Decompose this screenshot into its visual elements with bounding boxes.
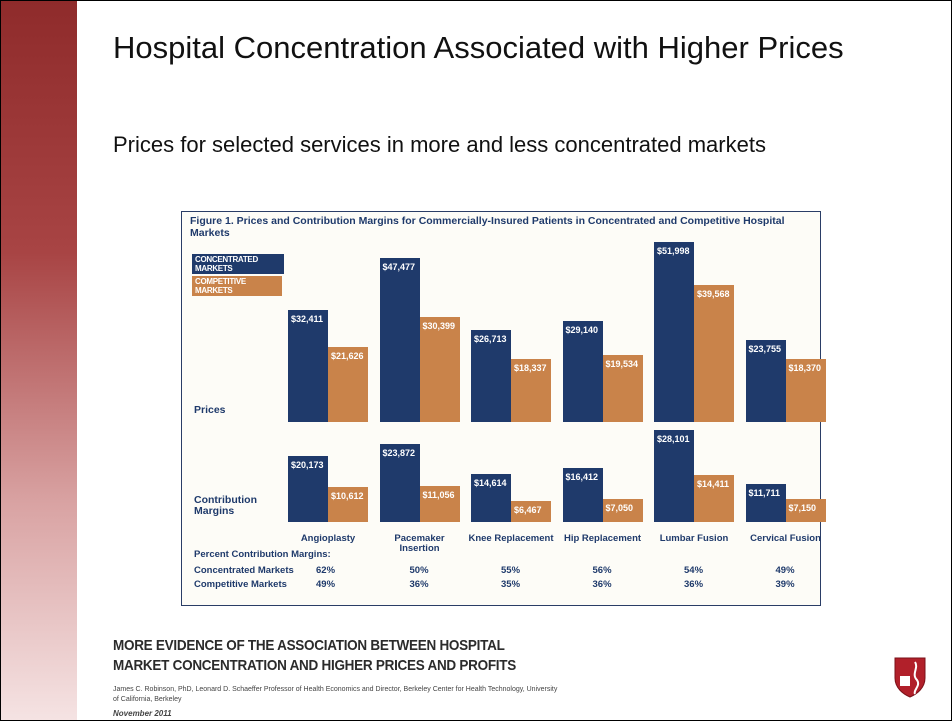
bar [471, 329, 511, 422]
table-cell: 56% [592, 565, 612, 576]
data-label: $14,411 [697, 478, 730, 489]
bar [288, 310, 328, 422]
x-tick-label: Cervical Fusion [750, 533, 821, 544]
table-cell: 39% [775, 579, 795, 590]
data-label: $39,568 [697, 289, 730, 300]
accent-bar [1, 1, 77, 720]
bar [562, 321, 603, 422]
data-label: $7,150 [788, 502, 817, 513]
data-label: $51,998 [657, 246, 690, 257]
data-label: $23,755 [748, 343, 782, 354]
logo [894, 657, 926, 698]
figure: Figure 1. Prices and Contribution Margin… [181, 211, 826, 606]
data-label: $18,337 [514, 362, 547, 373]
bar [379, 444, 420, 522]
author: James C. Robinson, PhD, [113, 686, 194, 693]
table-cell: 49% [775, 565, 795, 576]
bar [288, 456, 328, 522]
data-label: $47,477 [382, 261, 416, 272]
data-label: $30,399 [422, 320, 456, 331]
data-label: $11,056 [422, 489, 455, 500]
footer-date: November 2011 [113, 709, 172, 718]
affiliation: Leonard D. Schaeffer Professor of Health… [113, 686, 558, 703]
axis-name: Contribution Margins [194, 494, 257, 517]
bar [602, 498, 643, 522]
table-cell: 49% [316, 579, 336, 590]
bar [471, 474, 511, 522]
bar [694, 285, 734, 422]
row-name: Competitive Markets [194, 579, 287, 590]
data-label: $16,412 [565, 472, 599, 483]
bar [328, 347, 368, 422]
table-cell: 50% [409, 565, 429, 576]
axis-name: Prices [194, 404, 226, 416]
table-cell: 35% [501, 579, 521, 590]
footer-headline: MORE EVIDENCE OF THE ASSOCIATION BETWEEN… [113, 637, 517, 674]
x-tick-label: Lumbar Fusion [659, 533, 729, 544]
bar [419, 316, 460, 422]
bar [785, 498, 826, 522]
data-label: $21,626 [331, 351, 364, 362]
bar [654, 430, 694, 522]
data-label: $18,370 [788, 362, 822, 373]
table-cell: 55% [501, 565, 521, 576]
bar [694, 474, 734, 522]
x-tick-label: Knee Replacement [468, 533, 554, 544]
table-cell: 36% [409, 579, 429, 590]
data-label: $10,612 [331, 491, 364, 502]
bar [419, 485, 460, 522]
bar [745, 483, 786, 522]
table-cell: 36% [592, 579, 612, 590]
data-label: $29,140 [565, 325, 599, 336]
data-label: $6,467 [514, 504, 542, 515]
data-label: $23,872 [382, 448, 416, 459]
data-label: $11,711 [748, 487, 781, 498]
data-label: $26,713 [474, 333, 507, 344]
bar [562, 468, 603, 522]
legend-entry: COMPETITIVE MARKETS [192, 276, 282, 296]
bar [654, 242, 694, 422]
table-title: Percent Contribution Margins: [194, 549, 331, 560]
data-label: $28,101 [657, 434, 690, 445]
row-name: Concentrated Markets [194, 565, 294, 576]
slide-subtitle: Prices for selected services in more and… [113, 132, 766, 157]
bar [379, 257, 420, 422]
table-cell: 36% [684, 579, 704, 590]
bar [328, 487, 368, 522]
slide-title: Hospital Concentration Associated with H… [113, 30, 844, 65]
bar [602, 354, 643, 422]
bar [745, 339, 786, 422]
data-label: $32,411 [291, 314, 324, 325]
figure-title: Figure 1. Prices and Contribution Margin… [190, 215, 785, 239]
legend-entry: CONCENTRATED MARKETS [192, 254, 284, 274]
data-label: $19,534 [605, 358, 639, 369]
x-tick-label: Angioplasty [300, 533, 356, 544]
x-tick-label: Hip Replacement [563, 533, 642, 544]
data-label: $14,614 [474, 478, 507, 489]
table-cell: 54% [684, 565, 704, 576]
bar [511, 358, 551, 422]
bar [511, 500, 551, 522]
x-tick-label: Pacemaker Insertion [394, 533, 445, 554]
bar [785, 358, 826, 422]
footer-author: James C. Robinson, PhD, Leonard D. Schae… [113, 685, 563, 705]
data-label: $20,173 [291, 460, 324, 471]
table-cell: 62% [316, 565, 336, 576]
data-label: $7,050 [605, 502, 634, 513]
